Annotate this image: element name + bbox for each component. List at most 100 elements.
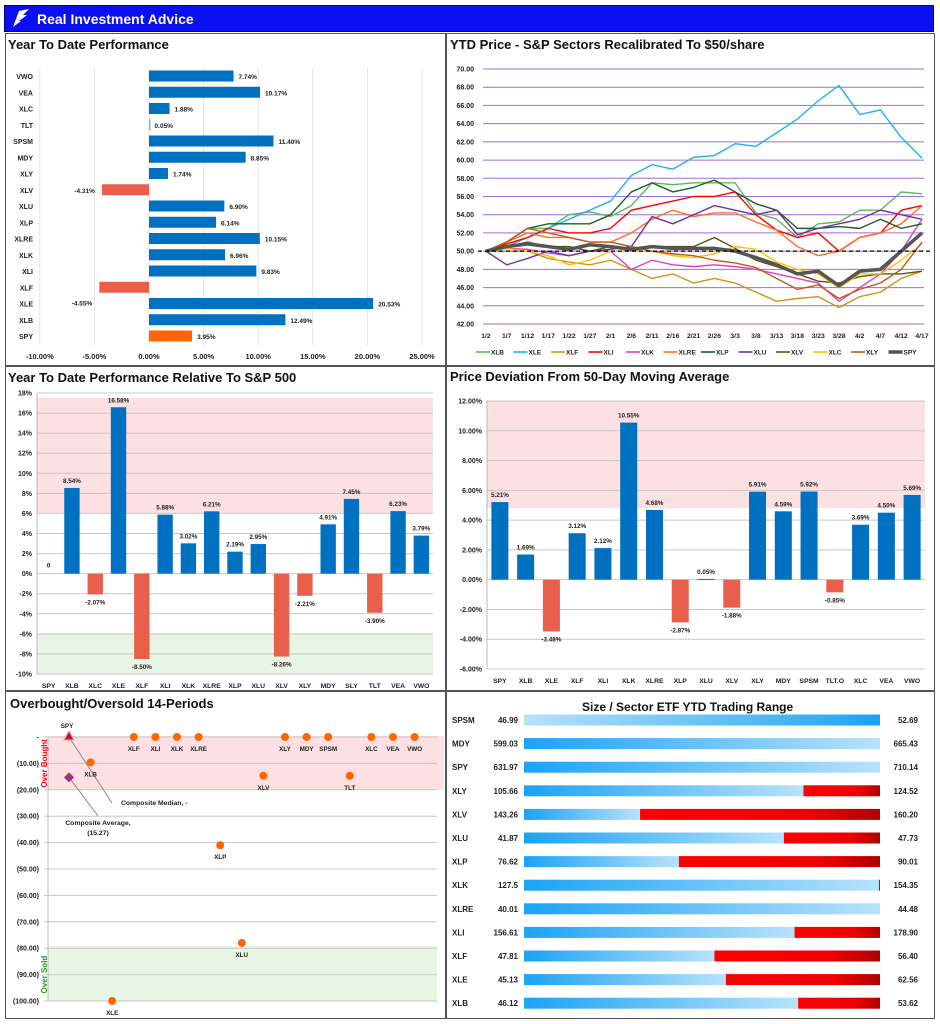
category-label: VEA — [391, 683, 405, 690]
y-tick-label: (50.00) — [17, 867, 39, 874]
x-tick-label: 3/23 — [812, 333, 825, 340]
category-label: XLE — [545, 678, 559, 685]
y-tick-label: 10.00% — [458, 428, 483, 435]
bar — [697, 578, 715, 580]
ticker-label: SPY — [452, 763, 469, 772]
series-line-spy — [485, 231, 924, 288]
ticker-label: XLK — [452, 881, 468, 890]
bar — [390, 511, 406, 574]
data-label: 7.45% — [343, 489, 361, 496]
category-label: XLP — [674, 678, 688, 685]
y-tick-label: -8% — [20, 651, 33, 658]
ticker-label: XLY — [452, 787, 467, 796]
data-label: 3.02% — [179, 533, 197, 540]
point-label: XLRE — [190, 746, 207, 753]
low-value: 156.61 — [494, 928, 519, 937]
y-tick-label: 0.00% — [462, 577, 483, 584]
category-label: XLK — [622, 678, 636, 685]
y-tick-label: 68.00 — [456, 85, 474, 92]
y-tick-label: 8.00% — [462, 458, 483, 465]
data-point — [324, 733, 333, 741]
bar — [149, 200, 225, 212]
category-label: VWO — [904, 678, 920, 685]
y-tick-label: 66.00 — [456, 103, 474, 110]
y-tick-label: 6% — [22, 511, 33, 518]
low-value: 127.5 — [498, 881, 519, 890]
data-label: 11.40% — [278, 139, 300, 146]
data-label: 0.05% — [155, 123, 174, 130]
bar — [149, 70, 234, 82]
x-tick-label: 1/2 — [481, 333, 491, 340]
bar — [320, 524, 336, 574]
y-tick-label: -6.00% — [460, 667, 483, 674]
bar — [491, 502, 509, 580]
category-label: XLI — [22, 269, 33, 276]
high-value: 52.69 — [898, 716, 919, 725]
y-tick-label: 4.00% — [462, 518, 483, 525]
y-tick-label: 56.00 — [456, 194, 474, 201]
category-label: MDY — [17, 155, 33, 162]
x-tick-label: 2/16 — [666, 333, 679, 340]
category-label: SPSM — [13, 139, 33, 146]
x-tick-label: -10.00% — [26, 352, 54, 361]
y-tick-label: (100.00) — [13, 999, 39, 1006]
data-label: 7.74% — [239, 74, 258, 81]
series-line-xlk — [485, 218, 923, 302]
category-label: XLY — [751, 678, 764, 685]
x-tick-label: 2/6 — [627, 333, 637, 340]
point-label: XLC — [365, 746, 378, 753]
bar — [594, 548, 612, 580]
legend-label: XLC — [829, 350, 842, 357]
data-label: 1.69% — [517, 545, 535, 552]
category-label: TLT — [369, 683, 382, 690]
bar — [227, 551, 243, 574]
y-tick-label: 14% — [18, 431, 33, 438]
range-bar-below — [524, 832, 784, 844]
x-tick-label: 4/17 — [915, 333, 928, 340]
range-bar-above — [725, 974, 880, 986]
point-label: XLU — [235, 952, 248, 959]
range-bar-above — [714, 950, 880, 962]
data-point — [367, 733, 376, 741]
y-tick-label: -4% — [20, 611, 33, 618]
average-diamond-marker — [64, 772, 74, 783]
bar — [645, 509, 663, 580]
data-label: 3.12% — [568, 523, 586, 530]
legend-label: XLK — [641, 350, 654, 357]
data-point — [410, 733, 419, 741]
data-label: 0.05% — [697, 569, 715, 576]
range-bar-below — [524, 950, 715, 962]
median-triangle-marker — [63, 729, 75, 741]
bar — [149, 330, 193, 342]
bar — [774, 511, 792, 580]
data-label: 20.53% — [378, 302, 400, 309]
data-label: -2.07% — [85, 599, 105, 606]
data-label: 6.14% — [221, 220, 240, 227]
legend-label: XLRE — [679, 350, 697, 357]
x-tick-label: 2/11 — [646, 333, 659, 340]
bar — [620, 422, 638, 580]
y-tick-label: 2.00% — [462, 547, 483, 554]
bar — [149, 314, 286, 326]
category-label: XLF — [571, 678, 584, 685]
low-value: 45.13 — [498, 976, 519, 985]
bar — [64, 487, 80, 574]
y-tick-label: 8% — [22, 491, 33, 498]
y-tick-label: -2% — [20, 591, 33, 598]
category-label: XLRE — [203, 683, 222, 690]
category-label: XLE — [112, 683, 126, 690]
data-label: 5.88% — [156, 505, 174, 512]
y-tick-label: 2% — [22, 551, 33, 558]
point-label: XLF — [128, 746, 140, 753]
data-label: 9.83% — [261, 269, 280, 276]
category-label: XLC — [88, 683, 102, 690]
y-tick-label: 60.00 — [456, 158, 474, 165]
data-label: 5.92% — [800, 482, 818, 489]
high-value: 160.20 — [894, 810, 919, 819]
oversold-band — [48, 946, 437, 1001]
data-point — [86, 758, 95, 767]
legend-label: XLY — [866, 350, 879, 357]
bar — [149, 298, 374, 309]
category-label: MDY — [776, 678, 792, 685]
high-value: 154.35 — [894, 881, 919, 890]
